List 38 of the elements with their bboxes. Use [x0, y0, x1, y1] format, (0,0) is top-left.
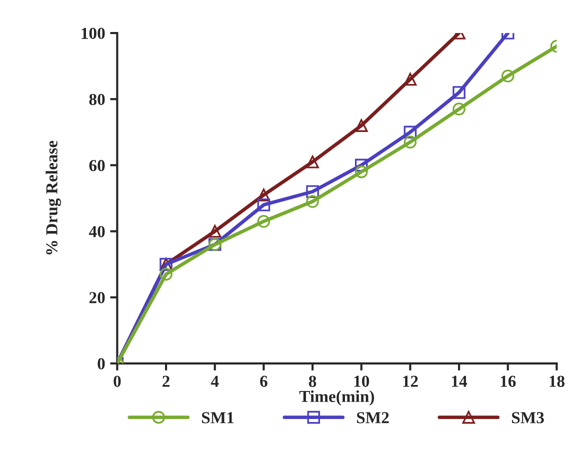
y-tick-label: 20 [89, 292, 105, 304]
point [257, 188, 270, 202]
x-tick-label: 0 [114, 376, 121, 387]
legend-label: SM3 [512, 412, 544, 424]
x-tick-label: 4 [210, 376, 219, 387]
x-tick-label: 12 [403, 376, 418, 387]
point [257, 198, 270, 212]
point [306, 156, 319, 168]
point [306, 195, 319, 208]
point [452, 86, 466, 99]
x-tick-label: 8 [308, 376, 316, 387]
point [354, 119, 368, 132]
y-tick-label: 0 [98, 358, 105, 370]
x-tick-label: 18 [550, 376, 564, 387]
point [404, 72, 417, 86]
point [208, 224, 222, 238]
x-tick-label: 16 [500, 376, 516, 387]
legend-label: SM1 [202, 412, 234, 424]
point [257, 214, 270, 228]
y-tick-label: 40 [88, 226, 105, 238]
point [452, 102, 466, 116]
x-tick-label: 10 [354, 376, 370, 387]
point [354, 165, 368, 178]
legend-label: SM2 [357, 412, 389, 424]
y-tick-label: 100 [82, 28, 105, 39]
point [306, 185, 319, 198]
y-tick-label: 80 [89, 94, 105, 106]
x-tick-label: 2 [162, 376, 170, 387]
point [354, 158, 368, 172]
point [404, 136, 417, 148]
y-axis-title: % Drug Release [46, 140, 61, 254]
point [160, 268, 172, 281]
point [501, 70, 514, 82]
x-tick-label: 14 [452, 376, 468, 387]
y-tick-label: 60 [89, 160, 105, 172]
x-axis-title: Time(min) [299, 390, 374, 406]
point [404, 126, 417, 139]
x-tick-label: 6 [260, 376, 268, 387]
